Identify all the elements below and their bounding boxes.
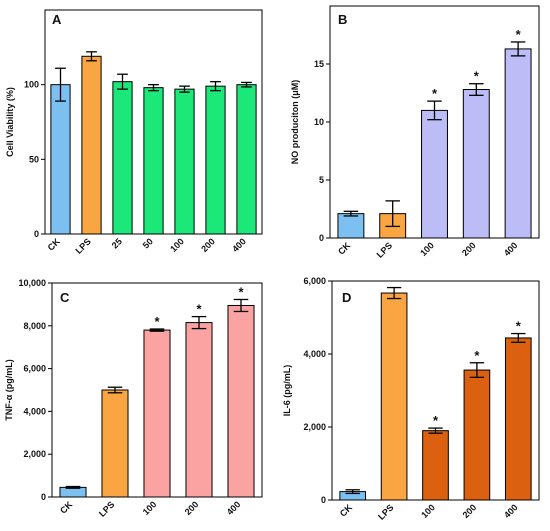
y-tick-label: 50 (29, 154, 39, 164)
bar (185, 322, 213, 498)
panel-b: B 0 5 10 15 NO produciton (μM) CK LPS * 100 * 200 * 4… (290, 5, 540, 260)
x-tick-label: 100 (419, 502, 437, 520)
y-tick-label: 6,000 (23, 364, 46, 374)
y-tick-label: 6,000 (303, 276, 326, 286)
y-tick-label: 10,000 (18, 278, 46, 288)
y-tick-label: 8,000 (23, 321, 46, 331)
x-tick-label: LPS (376, 502, 395, 521)
bar (112, 81, 133, 235)
x-tick-label: 25 (110, 236, 124, 250)
significance-marker: * (432, 86, 438, 101)
bar (236, 84, 257, 235)
x-tick-label: LPS (97, 499, 116, 518)
y-tick-label: 100 (24, 80, 39, 90)
bar (422, 430, 449, 501)
bar (504, 337, 532, 501)
y-axis-label: IL-6 (pg/mL) (282, 365, 292, 417)
panel-a: A 0 50 100 Cell Viability (%) CK LPS 25 50 100 200… (5, 9, 263, 256)
x-tick-label: CK (336, 240, 353, 257)
significance-marker: * (196, 302, 202, 317)
x-tick-label: 400 (502, 240, 520, 258)
y-axis-label: Cell Viability (%) (5, 87, 15, 157)
bar (504, 48, 532, 239)
x-tick-label: LPS (73, 236, 92, 255)
x-tick-label: 200 (199, 236, 217, 254)
panel-letter: C (60, 290, 70, 305)
x-tick-label: 50 (141, 236, 155, 250)
y-tick-label: 0 (319, 233, 324, 243)
x-tick-label: 400 (502, 502, 520, 520)
y-tick-label: 0 (321, 495, 326, 505)
bar (50, 84, 71, 235)
x-tick-label: CK (46, 236, 63, 253)
y-tick-label: 2,000 (303, 422, 326, 432)
significance-marker: * (474, 348, 480, 363)
x-tick-label: LPS (375, 240, 394, 259)
bar (205, 85, 226, 235)
y-tick-label: 15 (314, 59, 324, 69)
bar (463, 369, 491, 501)
bar (81, 55, 102, 235)
y-axis-label: NO produciton (μM) (290, 80, 300, 165)
panel-letter: A (52, 12, 62, 27)
y-axis-label: TNF-α (pg/mL) (4, 359, 14, 421)
significance-marker: * (433, 413, 439, 428)
panel-letter: B (338, 12, 347, 27)
significance-marker: * (474, 69, 480, 84)
x-tick-label: CK (58, 499, 75, 516)
y-tick-label: 10 (314, 117, 324, 127)
y-tick-label: 4,000 (23, 406, 46, 416)
x-tick-label: 100 (168, 236, 186, 254)
significance-marker: * (154, 314, 160, 329)
bar (462, 89, 490, 239)
x-tick-label: 400 (225, 499, 243, 517)
y-tick-label: 4,000 (303, 349, 326, 359)
x-tick-label: 100 (418, 240, 436, 258)
bar (174, 88, 195, 235)
bar (101, 389, 129, 498)
bar (143, 329, 171, 498)
x-tick-label: 200 (461, 502, 479, 520)
x-tick-label: 200 (183, 499, 201, 517)
x-tick-label: CK (338, 502, 355, 519)
x-tick-label: 100 (141, 499, 159, 517)
bar (227, 304, 255, 498)
x-tick-label: 200 (460, 240, 478, 258)
y-tick-label: 2,000 (23, 449, 46, 459)
panel-d: D 0 2,000 4,000 6,000 IL-6 (pg/mL) CK LPS * 100 * 2… (282, 276, 540, 522)
x-tick-label: 400 (230, 236, 248, 254)
significance-marker: * (238, 284, 244, 299)
panel-c: C 0 2,000 4,000 6,000 8,000 10,000 TNF-α (pg/mL… (4, 278, 263, 519)
significance-marker: * (516, 27, 522, 42)
bar (143, 87, 164, 235)
significance-marker: * (516, 319, 522, 334)
y-tick-label: 0 (41, 492, 46, 502)
y-tick-label: 0 (34, 229, 39, 239)
bar (337, 213, 365, 239)
bar (380, 292, 408, 501)
y-tick-label: 5 (319, 175, 324, 185)
bar (421, 109, 448, 239)
panel-letter: D (342, 290, 351, 305)
